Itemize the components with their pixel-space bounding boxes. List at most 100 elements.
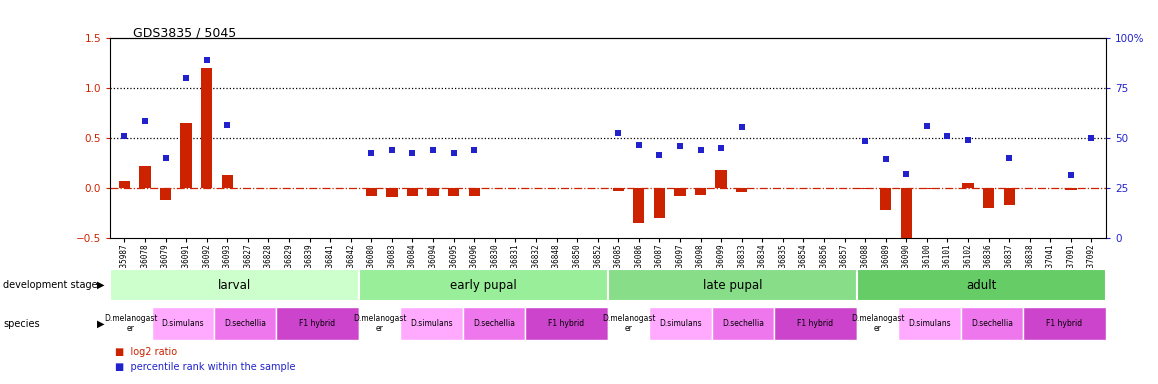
Bar <box>427 188 439 196</box>
Text: late pupal: late pupal <box>703 279 762 291</box>
Bar <box>366 188 378 196</box>
Bar <box>961 307 1023 340</box>
Bar <box>214 307 276 340</box>
Point <box>630 142 648 148</box>
Point <box>670 143 689 149</box>
Point <box>424 147 442 153</box>
Bar <box>712 307 774 340</box>
Bar <box>201 68 212 188</box>
Text: GDS3835 / 5045: GDS3835 / 5045 <box>133 27 236 40</box>
Text: F1 hybrid: F1 hybrid <box>549 319 585 328</box>
Text: early pupal: early pupal <box>450 279 516 291</box>
Bar <box>139 166 151 188</box>
Text: D.melanogast
er: D.melanogast er <box>104 314 157 333</box>
Text: F1 hybrid: F1 hybrid <box>1047 319 1083 328</box>
Bar <box>406 188 418 196</box>
Text: F1 hybrid: F1 hybrid <box>798 319 834 328</box>
Point <box>135 118 154 124</box>
Point <box>609 130 628 136</box>
Text: D.simulans: D.simulans <box>908 319 951 328</box>
Bar <box>119 181 130 188</box>
Bar <box>110 307 152 340</box>
Point <box>445 150 463 156</box>
Point <box>1083 135 1101 141</box>
Point <box>999 155 1018 161</box>
Bar <box>110 269 359 301</box>
Point <box>1062 172 1080 178</box>
Point <box>917 123 936 129</box>
Point <box>959 137 977 143</box>
Text: development stage: development stage <box>3 280 98 290</box>
Bar <box>181 123 192 188</box>
Bar <box>221 175 233 188</box>
Text: larval: larval <box>218 279 251 291</box>
Bar <box>654 188 665 218</box>
Bar <box>650 307 712 340</box>
Text: D.melanogast
er: D.melanogast er <box>602 314 655 333</box>
Point <box>403 150 422 156</box>
Bar <box>1004 188 1014 205</box>
Bar <box>880 188 892 210</box>
Point <box>198 57 217 63</box>
Bar <box>525 307 608 340</box>
Bar <box>922 188 932 189</box>
Bar <box>401 307 463 340</box>
Bar <box>359 307 401 340</box>
Text: D.sechellia: D.sechellia <box>970 319 1013 328</box>
Bar <box>774 307 857 340</box>
Bar <box>608 269 857 301</box>
Bar <box>899 307 961 340</box>
Text: ▶: ▶ <box>97 318 104 329</box>
Point <box>218 122 236 128</box>
Point <box>650 152 668 158</box>
Text: ■  percentile rank within the sample: ■ percentile rank within the sample <box>115 362 295 372</box>
Text: D.simulans: D.simulans <box>659 319 702 328</box>
Bar <box>962 183 974 188</box>
Text: adult: adult <box>966 279 997 291</box>
Point <box>856 138 874 144</box>
Text: ■  log2 ratio: ■ log2 ratio <box>115 347 177 357</box>
Bar <box>716 170 727 188</box>
Point <box>897 171 916 177</box>
Text: D.sechellia: D.sechellia <box>223 319 266 328</box>
Text: F1 hybrid: F1 hybrid <box>300 319 336 328</box>
Bar <box>633 188 645 223</box>
Text: D.simulans: D.simulans <box>410 319 453 328</box>
Bar <box>448 188 460 196</box>
Bar <box>857 307 899 340</box>
Bar <box>859 188 871 189</box>
Bar <box>674 188 686 196</box>
Bar <box>613 188 624 191</box>
Bar <box>152 307 214 340</box>
Bar <box>695 188 706 195</box>
Bar <box>736 188 747 192</box>
Bar <box>983 188 995 208</box>
Point <box>156 155 175 161</box>
Bar <box>469 188 479 196</box>
Bar <box>276 307 359 340</box>
Text: D.sechellia: D.sechellia <box>721 319 764 328</box>
Point <box>466 147 484 153</box>
Text: D.simulans: D.simulans <box>161 319 204 328</box>
Point <box>712 145 731 151</box>
Text: D.sechellia: D.sechellia <box>472 319 515 328</box>
Bar <box>901 188 913 238</box>
Bar <box>160 188 171 200</box>
Point <box>115 133 133 139</box>
Point <box>877 156 895 162</box>
Point <box>177 75 196 81</box>
Bar <box>387 188 397 197</box>
Bar <box>1065 188 1077 190</box>
Bar <box>359 269 608 301</box>
Text: species: species <box>3 318 41 329</box>
Point <box>938 133 957 139</box>
Point <box>362 150 381 156</box>
Text: ▶: ▶ <box>97 280 104 290</box>
Point <box>732 124 750 130</box>
Text: D.melanogast
er: D.melanogast er <box>851 314 904 333</box>
Bar <box>1023 307 1106 340</box>
Point <box>691 147 710 153</box>
Bar <box>463 307 525 340</box>
Bar <box>608 307 650 340</box>
Point <box>382 147 401 153</box>
